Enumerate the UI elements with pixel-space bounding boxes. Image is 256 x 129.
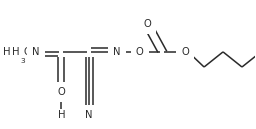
Text: H: H bbox=[3, 47, 11, 57]
Text: O: O bbox=[136, 47, 144, 57]
Text: H: H bbox=[58, 110, 65, 120]
Text: C: C bbox=[23, 47, 30, 57]
Text: N: N bbox=[85, 110, 93, 120]
Text: O: O bbox=[143, 19, 151, 29]
Text: O: O bbox=[57, 87, 65, 97]
Text: O: O bbox=[181, 47, 189, 57]
Text: N: N bbox=[32, 47, 40, 57]
Text: 3: 3 bbox=[20, 58, 25, 64]
Text: H: H bbox=[12, 47, 20, 57]
Text: H: H bbox=[3, 47, 11, 57]
Text: N: N bbox=[113, 47, 121, 57]
